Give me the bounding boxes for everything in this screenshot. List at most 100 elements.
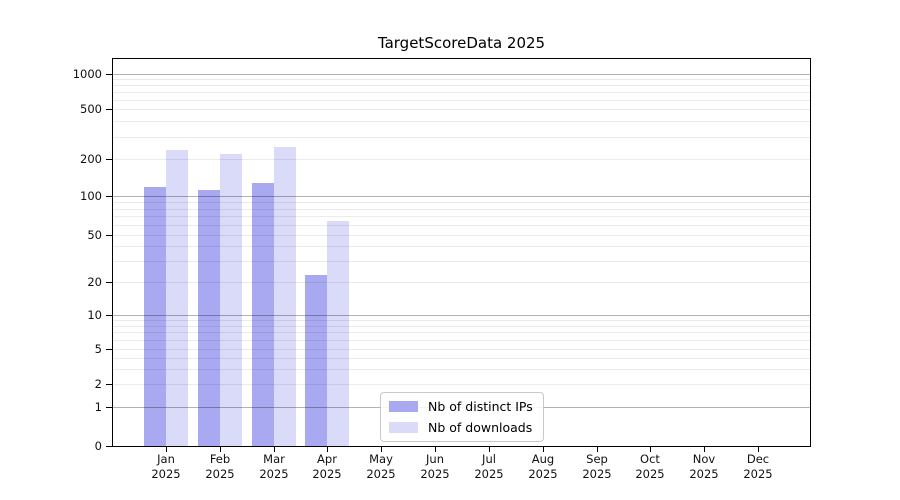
- x-tick-month: Jul: [482, 452, 496, 466]
- x-tick-mark: [327, 447, 329, 452]
- y-tick-label: 10: [87, 308, 102, 322]
- bar-distinct-ips-jan: [144, 187, 166, 446]
- gridline-minor: [113, 369, 810, 370]
- x-tick-year: 2025: [582, 467, 612, 481]
- bar-downloads-jan: [166, 149, 188, 446]
- x-tick-mark: [597, 447, 599, 452]
- y-tick-mark: [106, 446, 113, 448]
- gridline-minor: [113, 137, 810, 138]
- y-tick-label: 1000: [72, 67, 102, 81]
- y-tick-label: 20: [87, 275, 102, 289]
- x-tick-month: Nov: [692, 452, 716, 466]
- gridline-minor: [113, 326, 810, 327]
- gridline-minor: [113, 159, 810, 160]
- gridline-major: [113, 196, 810, 197]
- gridline-minor: [113, 92, 810, 93]
- legend-label-downloads: Nb of downloads: [428, 420, 533, 435]
- x-tick-year: 2025: [151, 467, 181, 481]
- gridline-minor: [113, 340, 810, 341]
- y-tick-mark: [106, 282, 113, 284]
- x-tick-month: Jan: [157, 452, 175, 466]
- y-tick-label: 2: [94, 377, 102, 391]
- x-tick-label: Sep 2025: [567, 452, 627, 482]
- x-tick-year: 2025: [474, 467, 504, 481]
- x-tick-year: 2025: [205, 467, 235, 481]
- gridline-minor: [113, 358, 810, 359]
- y-tick-mark: [106, 159, 113, 161]
- gridline-minor: [113, 349, 810, 350]
- x-tick-label: May 2025: [351, 452, 411, 482]
- gridline-minor: [113, 320, 810, 321]
- gridline-minor: [113, 235, 810, 236]
- bar-distinct-ips-mar: [251, 182, 274, 446]
- x-tick-label: Oct 2025: [620, 452, 680, 482]
- gridline-minor: [113, 246, 810, 247]
- x-tick-mark: [650, 447, 652, 452]
- gridline-minor: [113, 100, 810, 101]
- y-tick-mark: [106, 384, 113, 386]
- x-tick-mark: [489, 447, 491, 452]
- legend: Nb of distinct IPs Nb of downloads: [380, 392, 544, 442]
- gridline-minor: [113, 384, 810, 385]
- x-tick-mark: [435, 447, 437, 452]
- bar-downloads-feb: [219, 154, 242, 446]
- x-tick-label: Nov 2025: [674, 452, 734, 482]
- x-tick-mark: [543, 447, 545, 452]
- y-tick-mark: [106, 109, 113, 111]
- x-tick-mark: [704, 447, 706, 452]
- y-tick-label: 50: [87, 228, 102, 242]
- y-tick-mark: [106, 349, 113, 351]
- y-tick-label: 200: [80, 152, 102, 166]
- x-tick-month: Apr: [317, 452, 337, 466]
- x-tick-month: Mar: [263, 452, 285, 466]
- bar-distinct-ips-feb: [197, 189, 220, 446]
- x-tick-month: Sep: [586, 452, 608, 466]
- gridline-minor: [113, 79, 810, 80]
- x-tick-label: Aug 2025: [513, 452, 573, 482]
- x-tick-month: Feb: [209, 452, 231, 466]
- legend-item-distinct-ips: Nb of distinct IPs: [389, 399, 535, 414]
- plot-area: Nb of distinct IPs Nb of downloads: [112, 58, 811, 447]
- x-tick-month: Aug: [531, 452, 555, 466]
- y-tick-mark: [106, 196, 113, 198]
- x-tick-year: 2025: [743, 467, 773, 481]
- y-tick-label: 500: [80, 102, 102, 116]
- y-tick-label: 0: [94, 439, 102, 453]
- y-tick-mark: [106, 235, 113, 237]
- gridline-minor: [113, 332, 810, 333]
- x-tick-mark: [166, 447, 168, 452]
- x-tick-mark: [220, 447, 222, 452]
- legend-item-downloads: Nb of downloads: [389, 420, 535, 435]
- legend-swatch-distinct-ips: [389, 401, 418, 412]
- x-tick-label: Mar 2025: [244, 452, 304, 482]
- y-tick-label: 1: [94, 400, 102, 414]
- x-tick-month: Oct: [640, 452, 660, 466]
- gridline-minor: [113, 225, 810, 226]
- gridline-major: [113, 315, 810, 316]
- y-tick-mark: [106, 74, 113, 76]
- x-tick-label: Dec 2025: [728, 452, 788, 482]
- gridline-minor: [113, 121, 810, 122]
- y-tick-label: 100: [80, 189, 102, 203]
- gridline-major: [113, 74, 810, 75]
- x-tick-mark: [381, 447, 383, 452]
- y-tick-label: 5: [94, 342, 102, 356]
- x-tick-year: 2025: [366, 467, 396, 481]
- x-tick-year: 2025: [420, 467, 450, 481]
- gridline-minor: [113, 261, 810, 262]
- bar-downloads-apr: [327, 221, 350, 446]
- bar-distinct-ips-apr: [305, 274, 328, 446]
- gridline-minor: [113, 282, 810, 283]
- x-tick-mark: [758, 447, 760, 452]
- y-tick-mark: [106, 315, 113, 317]
- x-tick-label: Apr 2025: [297, 452, 357, 482]
- y-tick-mark: [106, 407, 113, 409]
- legend-label-distinct-ips: Nb of distinct IPs: [428, 399, 533, 414]
- x-tick-year: 2025: [259, 467, 289, 481]
- x-tick-label: Feb 2025: [190, 452, 250, 482]
- x-tick-year: 2025: [635, 467, 665, 481]
- bar-downloads-mar: [273, 147, 296, 446]
- x-tick-year: 2025: [689, 467, 719, 481]
- gridline-minor: [113, 209, 810, 210]
